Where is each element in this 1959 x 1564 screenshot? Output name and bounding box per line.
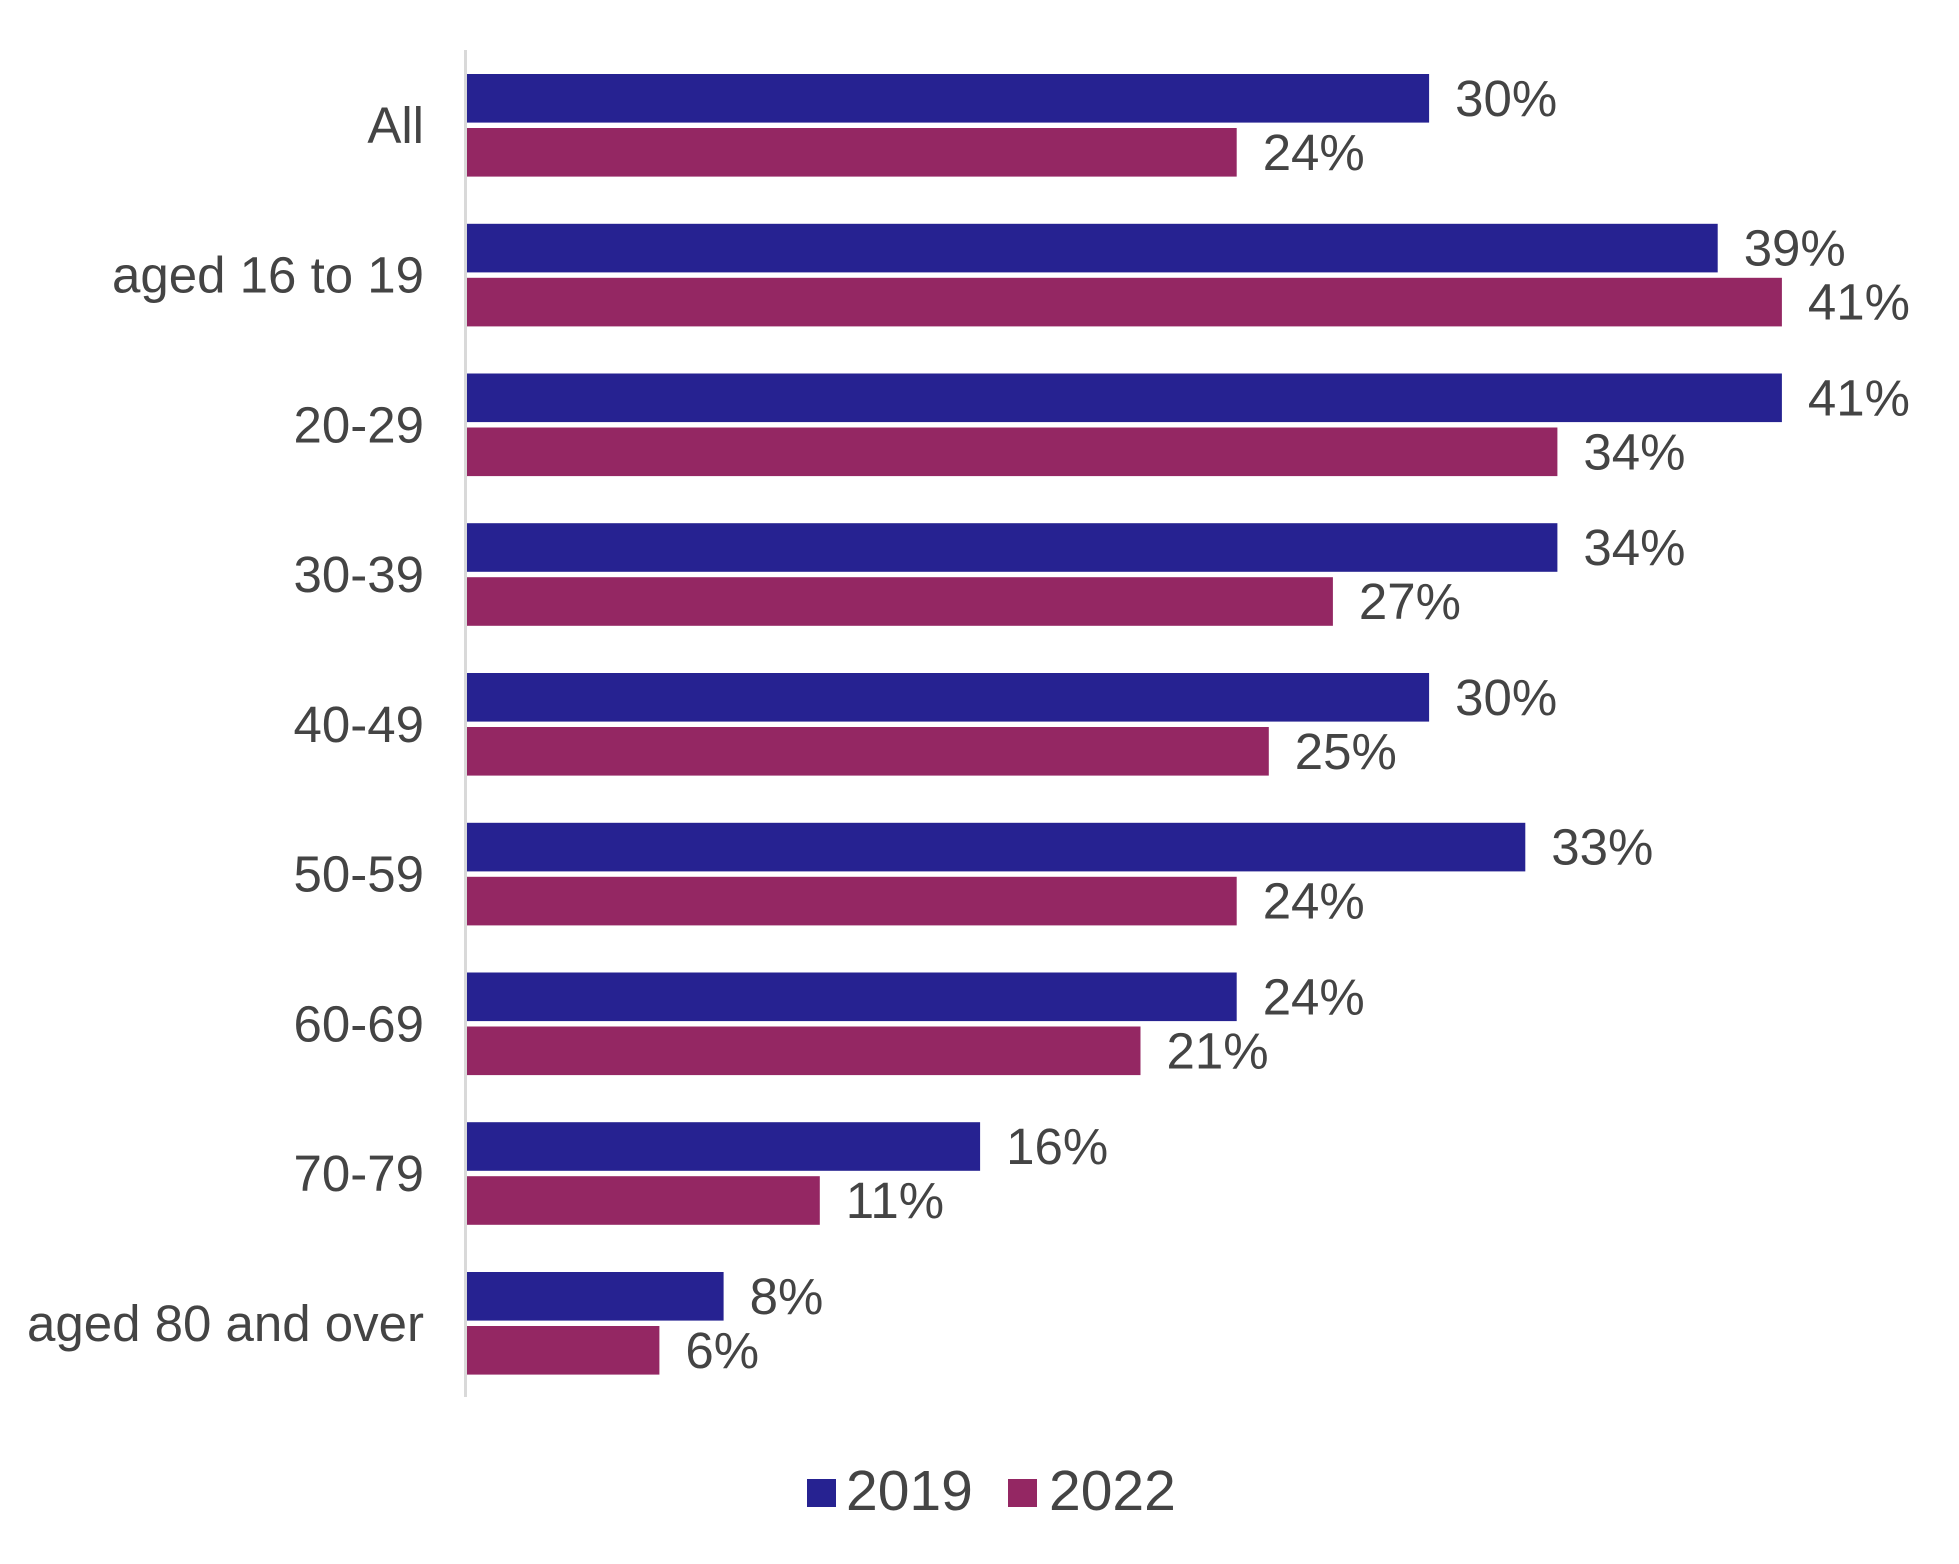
svg-text:24%: 24% [1263, 968, 1365, 1025]
svg-text:27%: 27% [1359, 573, 1461, 630]
svg-text:16%: 16% [1006, 1118, 1108, 1175]
svg-text:33%: 33% [1551, 819, 1653, 876]
svg-text:39%: 39% [1744, 220, 1846, 277]
svg-text:24%: 24% [1263, 873, 1365, 930]
svg-text:70-79: 70-79 [294, 1145, 424, 1202]
svg-text:41%: 41% [1808, 369, 1910, 426]
svg-text:30-39: 30-39 [294, 546, 424, 603]
svg-text:11%: 11% [846, 1172, 944, 1229]
svg-text:34%: 34% [1583, 519, 1685, 576]
svg-text:All: All [367, 97, 424, 154]
svg-text:41%: 41% [1808, 274, 1910, 331]
svg-text:2019: 2019 [846, 1459, 973, 1523]
svg-text:8%: 8% [750, 1268, 824, 1325]
svg-text:30%: 30% [1455, 70, 1557, 127]
svg-text:34%: 34% [1583, 423, 1685, 480]
svg-text:21%: 21% [1167, 1022, 1269, 1079]
svg-text:30%: 30% [1455, 669, 1557, 726]
svg-text:20-29: 20-29 [294, 396, 424, 453]
svg-text:2022: 2022 [1049, 1459, 1176, 1523]
svg-text:aged 16 to 19: aged 16 to 19 [112, 247, 424, 304]
svg-text:60-69: 60-69 [294, 995, 424, 1052]
svg-text:6%: 6% [685, 1322, 759, 1379]
svg-text:25%: 25% [1295, 723, 1397, 780]
svg-text:24%: 24% [1263, 124, 1365, 181]
svg-text:aged 80 and over: aged 80 and over [27, 1295, 424, 1352]
svg-text:50-59: 50-59 [294, 846, 424, 903]
svg-text:40-49: 40-49 [294, 696, 424, 753]
